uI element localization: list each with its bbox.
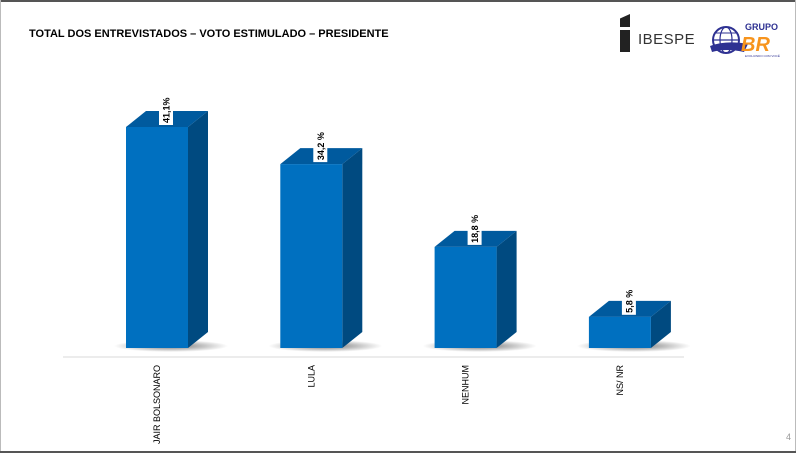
- frame-top: [0, 0, 796, 2]
- data-label-text: 18,8 %: [470, 215, 480, 243]
- data-label-text: 5,8 %: [624, 290, 634, 313]
- category-label: NENHUM: [461, 365, 471, 405]
- tagline-text: EVOLUINDO COM VOCÊ: [745, 53, 780, 58]
- bar-side: [188, 111, 208, 348]
- ibespe-logo: IBESPE: [618, 14, 708, 54]
- bar: [126, 127, 188, 348]
- data-label-box: [313, 126, 328, 163]
- page-number: 4: [786, 432, 792, 442]
- bar: [588, 316, 651, 348]
- frame-left: [0, 0, 1, 453]
- bar-side: [342, 148, 363, 348]
- globe-icon: [710, 26, 748, 54]
- br-text: BR: [741, 34, 770, 56]
- grupo-text: GRUPO: [745, 22, 778, 32]
- data-label-box: [467, 209, 482, 245]
- data-label-text: 34,2 %: [316, 132, 326, 160]
- ibespe-logo-text: IBESPE: [638, 31, 696, 48]
- data-label: 41,1%: [159, 95, 173, 125]
- data-label-box: [159, 95, 173, 125]
- frame-bottom: [0, 451, 796, 453]
- category-label: JAIR BOLSONARO: [152, 365, 162, 444]
- data-label: 5,8 %: [621, 284, 636, 315]
- data-label: 18,8 %: [467, 209, 482, 245]
- bar-side: [496, 230, 517, 348]
- slide-title: TOTAL DOS ENTREVISTADOS – VOTO ESTIMULAD…: [29, 28, 389, 40]
- category-label: NS/ NR: [615, 365, 625, 396]
- ibespe-mark-icon: [620, 14, 630, 52]
- bar: [434, 246, 497, 348]
- data-label-text: 41,1%: [162, 97, 172, 123]
- data-label: 34,2 %: [313, 126, 328, 163]
- data-label-box: [621, 284, 636, 315]
- bar-side: [650, 300, 671, 348]
- category-label: LULA: [306, 365, 316, 388]
- grupo-br-logo: GRUPO BR EVOLUINDO COM VOCÊ: [710, 22, 780, 58]
- bar: [280, 164, 343, 348]
